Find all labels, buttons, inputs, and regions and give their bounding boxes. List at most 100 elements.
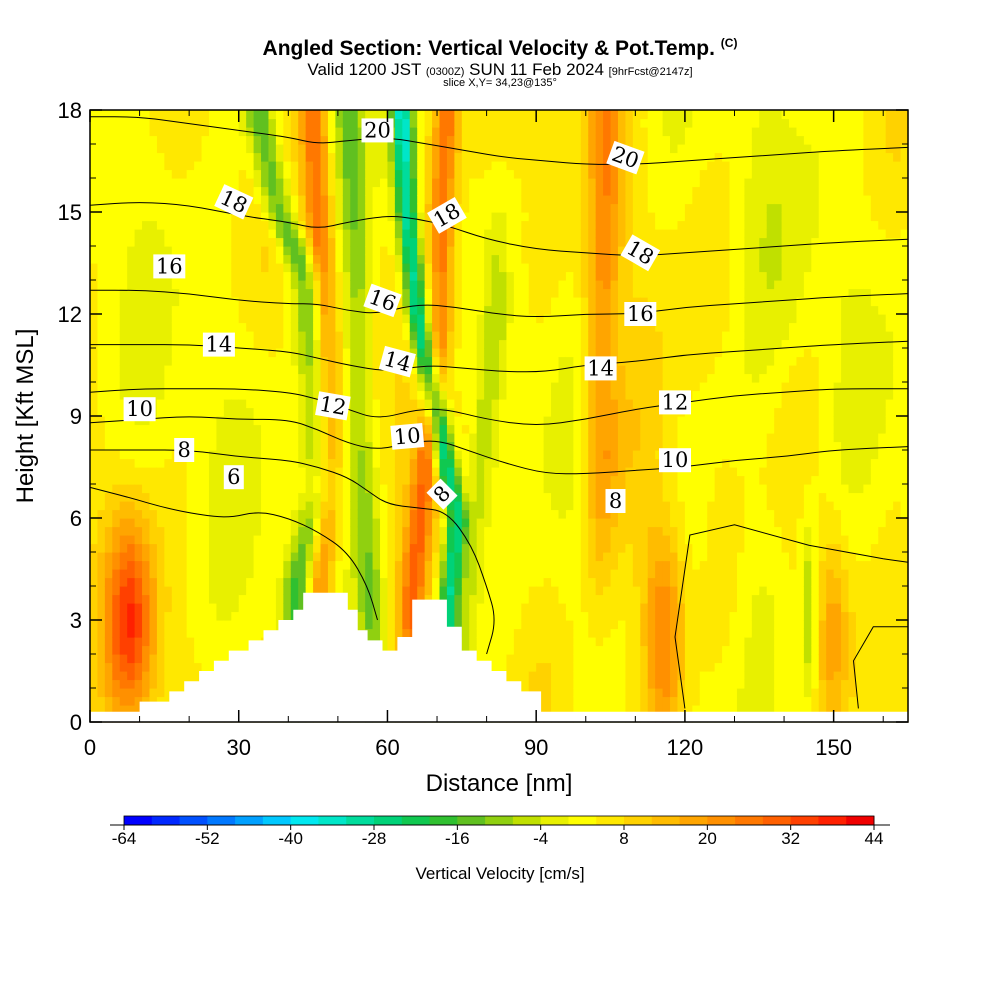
velocity-cell	[365, 433, 374, 443]
velocity-cell	[253, 586, 262, 596]
velocity-cell	[298, 118, 307, 128]
velocity-cell	[156, 569, 165, 579]
velocity-cell	[223, 526, 232, 536]
velocity-cell	[253, 628, 262, 638]
velocity-cell	[156, 127, 165, 137]
velocity-cell	[432, 569, 441, 579]
velocity-cell	[342, 458, 351, 468]
velocity-cell	[565, 169, 574, 179]
velocity-cell	[261, 203, 270, 213]
velocity-cell	[372, 254, 381, 264]
velocity-cell	[513, 373, 522, 383]
velocity-cell	[275, 373, 284, 383]
velocity-cell	[253, 356, 262, 366]
velocity-cell	[402, 237, 411, 247]
velocity-cell	[186, 356, 195, 366]
velocity-cell	[238, 390, 247, 400]
velocity-cell	[580, 501, 589, 511]
velocity-cell	[223, 535, 232, 545]
velocity-cell	[275, 552, 284, 562]
velocity-cell	[521, 152, 530, 162]
velocity-cell	[194, 662, 203, 672]
velocity-cell	[238, 501, 247, 511]
velocity-cell	[461, 560, 470, 570]
velocity-cell	[446, 577, 455, 587]
velocity-cell	[461, 365, 470, 375]
velocity-cell	[268, 620, 277, 630]
velocity-cell	[551, 441, 560, 451]
velocity-cell	[97, 220, 106, 230]
velocity-cell	[357, 416, 366, 426]
velocity-cell	[275, 152, 284, 162]
velocity-cell	[149, 569, 158, 579]
velocity-cell	[261, 518, 270, 528]
velocity-cell	[491, 322, 500, 332]
velocity-cell	[558, 186, 567, 196]
velocity-cell	[112, 297, 121, 307]
velocity-cell	[238, 314, 247, 324]
velocity-cell	[313, 331, 322, 341]
velocity-cell	[90, 373, 99, 383]
velocity-cell	[335, 263, 344, 273]
velocity-cell	[506, 246, 515, 256]
velocity-cell	[565, 246, 574, 256]
velocity-cell	[119, 127, 128, 137]
velocity-cell	[409, 271, 418, 281]
velocity-cell	[119, 237, 128, 247]
velocity-cell	[104, 467, 113, 477]
velocity-cell	[90, 535, 99, 545]
velocity-cell	[484, 603, 493, 613]
velocity-cell	[261, 169, 270, 179]
velocity-cell	[283, 220, 292, 230]
velocity-cell	[454, 152, 463, 162]
velocity-cell	[342, 416, 351, 426]
velocity-cell	[506, 135, 515, 145]
velocity-cell	[454, 501, 463, 511]
velocity-cell	[104, 152, 113, 162]
velocity-cell	[454, 543, 463, 553]
velocity-cell	[558, 433, 567, 443]
velocity-cell	[208, 518, 218, 528]
velocity-cell	[97, 586, 106, 596]
velocity-cell	[179, 535, 188, 545]
velocity-cell	[171, 407, 180, 417]
velocity-cell	[119, 543, 128, 553]
velocity-cell	[439, 161, 448, 171]
velocity-cell	[231, 382, 240, 392]
velocity-cell	[387, 280, 396, 290]
velocity-cell	[551, 654, 560, 664]
velocity-cell	[268, 212, 277, 222]
velocity-cell	[409, 501, 418, 511]
velocity-cell	[573, 509, 582, 519]
velocity-cell	[142, 382, 151, 392]
velocity-cell	[156, 501, 165, 511]
velocity-cell	[372, 560, 381, 570]
velocity-cell	[142, 603, 151, 613]
velocity-cell	[97, 501, 106, 511]
velocity-cell	[171, 671, 180, 681]
velocity-cell	[275, 288, 284, 298]
velocity-cell	[179, 577, 188, 587]
velocity-cell	[357, 535, 366, 545]
velocity-cell	[134, 203, 143, 213]
velocity-cell	[164, 212, 173, 222]
velocity-cell	[484, 186, 493, 196]
velocity-cell	[298, 441, 307, 451]
velocity-cell	[536, 611, 545, 621]
velocity-cell	[119, 688, 128, 698]
velocity-cell	[446, 356, 455, 366]
velocity-cell	[335, 237, 344, 247]
velocity-cell	[246, 484, 255, 494]
velocity-cell	[327, 509, 336, 519]
velocity-cell	[142, 654, 151, 664]
velocity-cell	[394, 577, 403, 587]
velocity-cell	[342, 356, 351, 366]
velocity-cell	[588, 433, 597, 443]
velocity-cell	[208, 254, 218, 264]
velocity-cell	[194, 390, 203, 400]
velocity-cell	[357, 577, 366, 587]
velocity-cell	[156, 424, 165, 434]
velocity-cell	[164, 135, 173, 145]
velocity-cell	[201, 365, 210, 375]
velocity-cell	[380, 339, 389, 349]
